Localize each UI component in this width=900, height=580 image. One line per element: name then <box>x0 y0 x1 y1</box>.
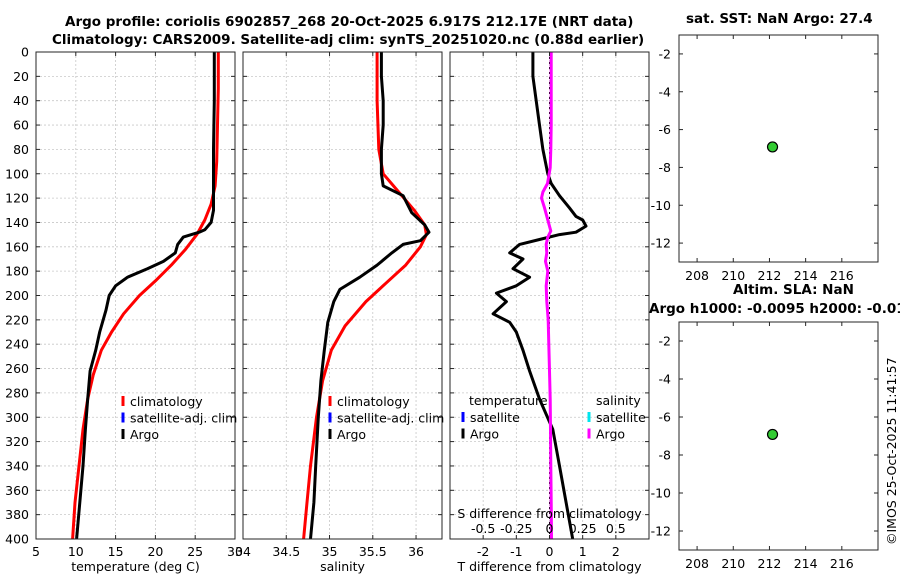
x-tick-label: 20 <box>147 544 163 559</box>
x-tick-label: 10 <box>68 544 84 559</box>
series-line-s-difference-argo <box>540 52 553 540</box>
x-tick-label: 5 <box>32 544 40 559</box>
sla-map-border <box>678 321 879 551</box>
sst-map-x-tick-label: 214 <box>794 268 818 283</box>
sla-map-bg <box>679 322 878 550</box>
s-axis-label: S difference from climatology <box>457 506 642 521</box>
sla-map-x-tick-label: 208 <box>685 556 709 571</box>
sla-map-x-tick-label: 212 <box>758 556 782 571</box>
y-tick-label: 280 <box>5 385 29 400</box>
y-tick-label: 80 <box>13 142 29 157</box>
x-tick-label: 35.5 <box>359 544 387 559</box>
x-tick-label: 0 <box>546 544 554 559</box>
sla-map-x-tick-label: 210 <box>721 556 745 571</box>
y-tick-label: 400 <box>5 532 29 547</box>
x-tick-label: 36 <box>408 544 424 559</box>
sst-map-y-tick-label: -4 <box>659 84 672 99</box>
y-tick-label: 300 <box>5 410 29 425</box>
sla-map-title-line2: Argo h1000: -0.0095 h2000: -0.01 <box>649 301 900 317</box>
x-tick-label: -1 <box>510 544 522 559</box>
temp-legend-label: Argo <box>130 427 159 442</box>
y-tick-label: 240 <box>5 337 29 352</box>
sst-map-x-tick-label: 212 <box>758 268 782 283</box>
sla-map-y-tick-label: -8 <box>659 448 672 463</box>
x-tick-label: 1 <box>579 544 587 559</box>
temp-legend-label: satellite-adj. clim <box>130 411 237 426</box>
sst-map-y-tick-label: -10 <box>651 198 671 213</box>
diff-legend-temp-header: temperature <box>469 393 548 408</box>
y-tick-label: 20 <box>13 69 29 84</box>
figure-title-line2: Climatology: CARS2009. Satellite-adj cli… <box>52 32 645 48</box>
salinity-legend-label: Argo <box>337 427 366 442</box>
sla-map-title-line1: Altim. SLA: NaN <box>733 282 854 298</box>
x-tick-label: 25 <box>187 544 203 559</box>
x-tick-label: -2 <box>477 544 489 559</box>
x-axis-label: salinity <box>320 559 365 574</box>
sst-map-y-tick-label: -8 <box>659 160 672 175</box>
diff-legend-temp-label: Argo <box>470 427 499 442</box>
y-tick-label: 260 <box>5 361 29 376</box>
series-line-climatology <box>71 52 220 540</box>
y-tick-label: 140 <box>5 215 29 230</box>
sst-map-border <box>678 34 879 263</box>
sst-map-bg <box>679 35 878 262</box>
y-tick-label: 200 <box>5 288 29 303</box>
y-tick-label: 60 <box>13 118 29 133</box>
y-tick-label: 0 <box>21 45 29 60</box>
y-tick-label: 340 <box>5 458 29 473</box>
diff-legend-temp-label: satellite <box>470 410 520 425</box>
s-tick-label: -0.25 <box>500 521 532 536</box>
x-axis-label: temperature (deg C) <box>71 559 200 574</box>
diff-legend-sal-header: salinity <box>596 393 641 408</box>
y-tick-label: 360 <box>5 483 29 498</box>
sla-map-x-tick-label: 216 <box>830 556 854 571</box>
sst-map-y-tick-label: -6 <box>659 122 672 137</box>
y-tick-label: 100 <box>5 166 29 181</box>
y-tick-label: 120 <box>5 191 29 206</box>
sla-map-x-tick-label: 214 <box>794 556 818 571</box>
sst-map-y-tick-label: -2 <box>659 46 671 61</box>
sst-map-y-tick-label: -12 <box>651 236 671 251</box>
series-line-argo <box>75 52 216 540</box>
y-tick-label: 220 <box>5 312 29 327</box>
sla-map-y-tick-label: -12 <box>651 524 671 539</box>
s-tick-label: -0.5 <box>471 521 495 536</box>
series-line-climatology <box>302 52 428 540</box>
sst-map-title: sat. SST: NaN Argo: 27.4 <box>686 11 873 27</box>
sst-map-x-tick-label: 210 <box>721 268 745 283</box>
sla-map-y-tick-label: -4 <box>659 372 672 387</box>
salinity-legend-label: climatology <box>337 394 410 409</box>
diff-legend-sal-label: Argo <box>596 427 625 442</box>
diff-legend-sal-label: satellite <box>596 410 646 425</box>
sst-map-float-marker <box>766 141 779 153</box>
sst-map-x-tick-label: 208 <box>685 268 709 283</box>
x-tick-label: 15 <box>108 544 124 559</box>
y-tick-label: 320 <box>5 434 29 449</box>
y-tick-label: 380 <box>5 507 29 522</box>
sla-map-y-tick-label: -2 <box>659 334 671 349</box>
sla-map-y-tick-label: -6 <box>659 410 672 425</box>
s-tick-label: 0.5 <box>606 521 626 536</box>
x-tick-label: 2 <box>612 544 620 559</box>
sla-map-y-tick-label: -10 <box>651 486 671 501</box>
x-tick-label: 34.5 <box>272 544 300 559</box>
s-tick-label: 0.25 <box>569 521 597 536</box>
x-tick-label: 34 <box>235 544 251 559</box>
y-tick-label: 180 <box>5 264 29 279</box>
s-tick-label: 0 <box>546 521 554 536</box>
sst-map-x-tick-label: 216 <box>830 268 854 283</box>
figure-title-line1: Argo profile: coriolis 6902857_268 20-Oc… <box>65 14 634 30</box>
sla-map-float-marker <box>766 428 779 441</box>
x-axis-label: T difference from climatology <box>456 559 642 574</box>
x-tick-label: 35 <box>322 544 338 559</box>
temp-legend-label: climatology <box>130 394 203 409</box>
y-tick-label: 40 <box>13 93 29 108</box>
y-tick-label: 160 <box>5 239 29 254</box>
salinity-legend-label: satellite-adj. clim <box>337 411 444 426</box>
series-line-argo <box>309 52 431 540</box>
x-tick-label: 30 <box>227 544 243 559</box>
